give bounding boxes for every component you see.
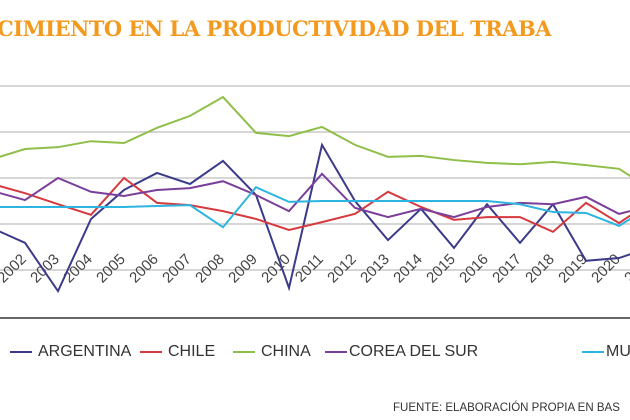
x-tick-label: 2015 bbox=[423, 251, 459, 287]
x-tick-label: 2012 bbox=[324, 251, 360, 287]
x-tick-label: 2003 bbox=[27, 251, 63, 287]
x-tick-label: 2004 bbox=[60, 251, 96, 287]
legend-item-corea: COREA DEL SUR bbox=[325, 343, 478, 361]
x-tick-label: 2002 bbox=[0, 251, 30, 287]
legend-swatch bbox=[325, 351, 347, 353]
legend-label: MU bbox=[606, 343, 630, 360]
x-tick-label: 2009 bbox=[225, 251, 261, 287]
chart-title: CIMIENTO EN LA PRODUCTIVIDAD DEL TRABA bbox=[0, 16, 552, 41]
x-tick-label: 2006 bbox=[126, 251, 162, 287]
x-tick-label: 2013 bbox=[357, 251, 393, 287]
legend-swatch bbox=[10, 351, 32, 353]
source-note: FUENTE: ELABORACIÓN PROPIA EN BAS bbox=[393, 402, 620, 414]
legend-swatch bbox=[582, 351, 604, 353]
x-tick-label: 2007 bbox=[159, 251, 195, 287]
x-tick-label: 2016 bbox=[456, 251, 492, 287]
legend-item-chile: CHILE bbox=[140, 343, 215, 361]
legend-item-argentina: ARGENTINA bbox=[10, 343, 131, 361]
legend-label: CHINA bbox=[261, 343, 311, 360]
x-tick-label: 2008 bbox=[192, 251, 228, 287]
x-tick-label: 2020 bbox=[588, 251, 624, 287]
x-tick-label: 2005 bbox=[93, 251, 129, 287]
legend-swatch bbox=[140, 351, 162, 353]
line-chart: 2002200320042005200620072008200920102011… bbox=[0, 85, 630, 319]
x-tick-label: 2017 bbox=[489, 251, 525, 287]
legend-label: COREA DEL SUR bbox=[349, 343, 479, 360]
legend-label: ARGENTINA bbox=[38, 343, 132, 360]
legend-swatch bbox=[233, 351, 255, 353]
x-tick-label: 2018 bbox=[522, 251, 558, 287]
x-tick-label: 2010 bbox=[258, 251, 294, 287]
x-tick-label: 2014 bbox=[390, 251, 426, 287]
legend-label: CHILE bbox=[168, 343, 216, 360]
legend-item-mundo: MU bbox=[582, 343, 630, 361]
x-tick-label: 2019 bbox=[555, 251, 591, 287]
legend-item-china: CHINA bbox=[233, 343, 311, 361]
